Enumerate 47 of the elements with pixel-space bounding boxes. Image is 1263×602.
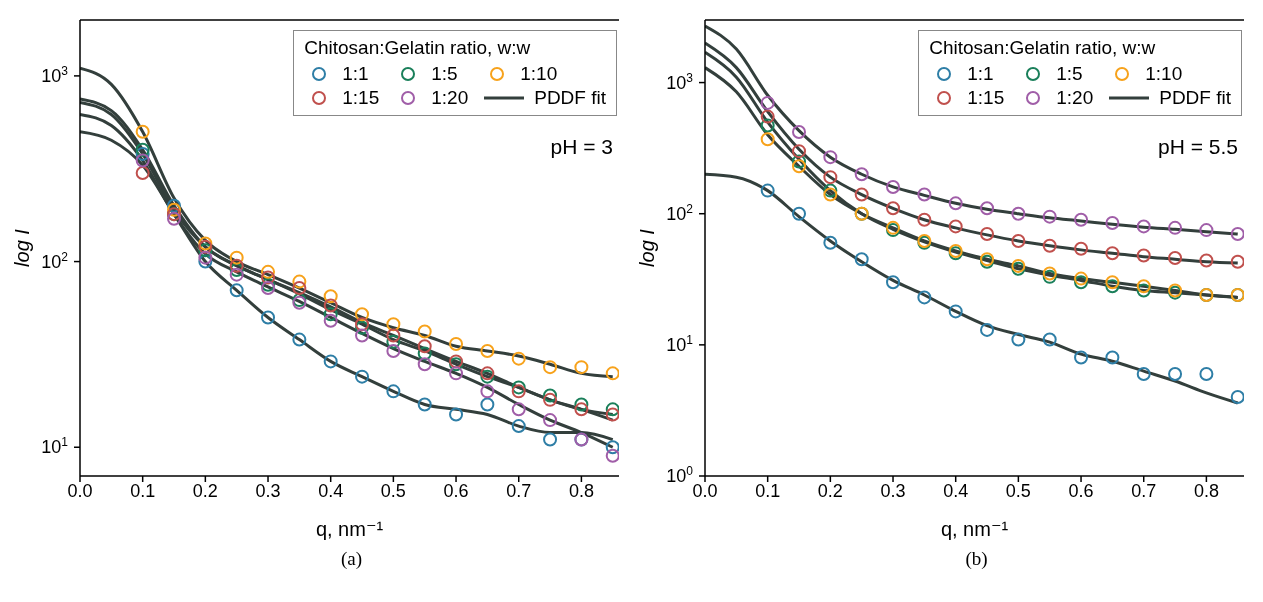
annotation: pH = 5.5 (1158, 135, 1238, 159)
y-tick-label: 10$^{3}$ (41, 63, 69, 86)
legend-label: 1:20 (431, 87, 469, 109)
x-tick-label: 0.7 (506, 480, 532, 501)
legend-label: 1:20 (1056, 87, 1094, 109)
legend-label: 1:5 (1056, 63, 1083, 85)
y-axis-title: log I (636, 228, 659, 267)
x-tick-label: 0.0 (692, 480, 718, 501)
legend-label: PDDF fit (534, 87, 606, 109)
x-tick-label: 0.6 (443, 480, 469, 501)
x-tick-label: 0.7 (1131, 480, 1157, 501)
text: (a) (339, 548, 364, 570)
legend-title: Chitosan:Gelatin ratio, w:w (304, 37, 532, 59)
legend-label: 1:10 (520, 63, 558, 85)
x-tick-label: 0.5 (1005, 480, 1031, 501)
legend-label: 1:1 (967, 63, 994, 85)
x-tick-label: 0.1 (755, 480, 781, 501)
x-tick-label: 0.4 (943, 480, 969, 501)
y-tick-label: 10$^{1}$ (41, 435, 69, 458)
x-tick-label: 0.8 (1193, 480, 1219, 501)
annotation: pH = 3 (550, 135, 613, 159)
legend-label: 1:15 (342, 87, 380, 109)
x-axis-title: q, nm⁻¹ (940, 518, 1009, 540)
y-tick-label: 10$^{0}$ (666, 464, 694, 486)
text: (b) (964, 548, 989, 570)
y-tick-label: 10$^{2}$ (41, 249, 69, 272)
legend-label: 1:15 (967, 87, 1005, 109)
x-tick-label: 0.3 (880, 480, 906, 501)
legend-label: 1:10 (1145, 63, 1183, 85)
legend-label: 1:1 (342, 63, 369, 85)
y-tick-label: 10$^{3}$ (666, 70, 694, 93)
x-tick-label: 0.6 (1068, 480, 1094, 501)
x-tick-label: 0.2 (817, 480, 843, 501)
x-tick-label: 0.2 (192, 480, 218, 501)
x-axis-title: q, nm⁻¹ (315, 518, 384, 540)
x-tick-label: 0.0 (67, 480, 93, 501)
legend-title: Chitosan:Gelatin ratio, w:w (929, 37, 1157, 59)
y-tick-label: 10$^{2}$ (666, 201, 694, 224)
legend-label: 1:5 (431, 63, 458, 85)
x-tick-label: 0.8 (568, 480, 594, 501)
legend-label: PDDF fit (1159, 87, 1231, 109)
x-tick-label: 0.3 (255, 480, 281, 501)
x-tick-label: 0.1 (130, 480, 156, 501)
y-tick-label: 10$^{1}$ (666, 332, 694, 355)
y-axis-title: log I (11, 228, 34, 267)
x-tick-label: 0.4 (318, 480, 344, 501)
x-tick-label: 0.5 (380, 480, 406, 501)
